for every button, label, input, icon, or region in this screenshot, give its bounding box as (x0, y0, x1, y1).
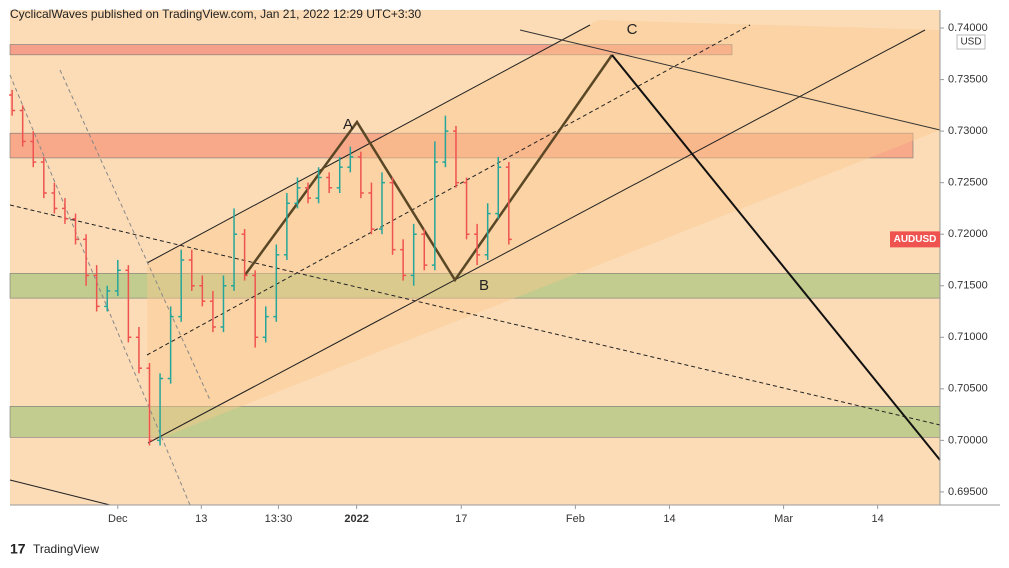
ohlc-bar (505, 162, 512, 245)
symbol-label: AUDUSD (894, 234, 937, 245)
wave-path (243, 54, 614, 283)
ohlc-bar (178, 249, 185, 322)
ohlc-bar (294, 177, 301, 209)
x-tick-label: 14 (872, 513, 884, 525)
ohlc-bar (336, 156, 343, 193)
ohlc-bar (283, 192, 290, 260)
x-tick-label: Mar (774, 513, 793, 525)
ohlc-bar (167, 306, 174, 384)
ohlc-bar (104, 285, 111, 312)
ohlc-bar (442, 115, 449, 168)
dashed-trend (9, 204, 941, 426)
ohlc-bar (188, 249, 195, 291)
ohlc-bar (9, 89, 16, 116)
projection (611, 54, 941, 461)
x-tick-label: 13 (195, 513, 207, 525)
wave-label: A (343, 116, 353, 133)
ohlc-bar (421, 229, 428, 271)
brand-logo: 17 (10, 541, 26, 557)
ohlc-bar (30, 131, 37, 168)
ohlc-bar (72, 213, 79, 245)
ohlc-bar (347, 146, 354, 173)
ohlc-bar (495, 156, 502, 219)
y-tick-label: 0.70000 (948, 434, 988, 446)
ohlc-bar (474, 223, 481, 266)
trend-line (9, 479, 111, 506)
ohlc-bar (262, 306, 269, 343)
ohlc-bar (157, 373, 164, 446)
ohlc-bar (410, 223, 417, 286)
ohlc-bar (252, 270, 259, 348)
trend-line (519, 29, 941, 131)
ohlc-bar (452, 125, 459, 188)
channel-fill (147, 20, 940, 443)
currency: USD (960, 37, 981, 48)
zone (9, 44, 733, 56)
ohlc-bar (431, 141, 438, 271)
zone (9, 406, 941, 438)
ohlc-bar (146, 363, 153, 446)
ohlc-bar (220, 275, 227, 333)
ohlc-bar (315, 167, 322, 204)
ohlc-bar (357, 151, 364, 199)
ohlc-bar (51, 182, 58, 214)
ohlc-bar (326, 172, 333, 193)
zone (9, 132, 914, 159)
x-tick-label: Dec (108, 513, 128, 525)
ohlc-bar (19, 105, 26, 147)
ohlc-bar (368, 182, 375, 235)
ohlc-bar (125, 265, 132, 343)
ohlc-bar (93, 265, 100, 312)
x-tick-label: 13:30 (265, 513, 293, 525)
ohlc-bar (379, 172, 385, 235)
brand: TradingView (33, 542, 99, 556)
header: CyclicalWaves published on TradingView.c… (10, 7, 422, 21)
y-tick-label: 0.72000 (948, 228, 988, 240)
ohlc-bar (241, 229, 248, 281)
channel-lower (147, 29, 926, 444)
y-tick-label: 0.69500 (948, 486, 988, 498)
y-tick-label: 0.74000 (948, 22, 988, 34)
channel-upper (146, 24, 591, 264)
ohlc-bar (135, 326, 142, 374)
x-tick-label: 2022 (344, 513, 368, 525)
ohlc-bar (273, 244, 280, 322)
wave-label: C (627, 21, 638, 38)
x-tick-label: 14 (663, 513, 675, 525)
last-price-box (890, 231, 940, 248)
ohlc-bar (40, 156, 47, 199)
channel-mid (146, 24, 751, 356)
y-tick-label: 0.70500 (948, 383, 988, 395)
ohlc-bar (61, 198, 68, 224)
ohlc-bar (231, 208, 238, 291)
ohlc-bar (209, 290, 216, 333)
ohlc-bar (114, 259, 121, 297)
ohlc-bar (199, 275, 206, 307)
ohlc-bar (83, 234, 90, 286)
dashed-line (59, 69, 211, 401)
x-tick-label: 17 (455, 513, 467, 525)
y-tick-label: 0.73000 (948, 125, 988, 137)
currency-box (956, 34, 986, 50)
ohlc-bar (400, 239, 407, 281)
ohlc-bar (484, 203, 491, 260)
ohlc-bar (463, 177, 470, 240)
y-tick-label: 0.71000 (948, 331, 988, 343)
ohlc-bar (305, 182, 312, 204)
y-tick-label: 0.72500 (948, 177, 988, 189)
y-tick-label: 0.73500 (948, 73, 988, 85)
ohlc-bar (389, 177, 396, 255)
x-tick-label: Feb (566, 513, 585, 525)
wave-label: B (479, 277, 489, 294)
y-tick-label: 0.71500 (948, 280, 988, 292)
